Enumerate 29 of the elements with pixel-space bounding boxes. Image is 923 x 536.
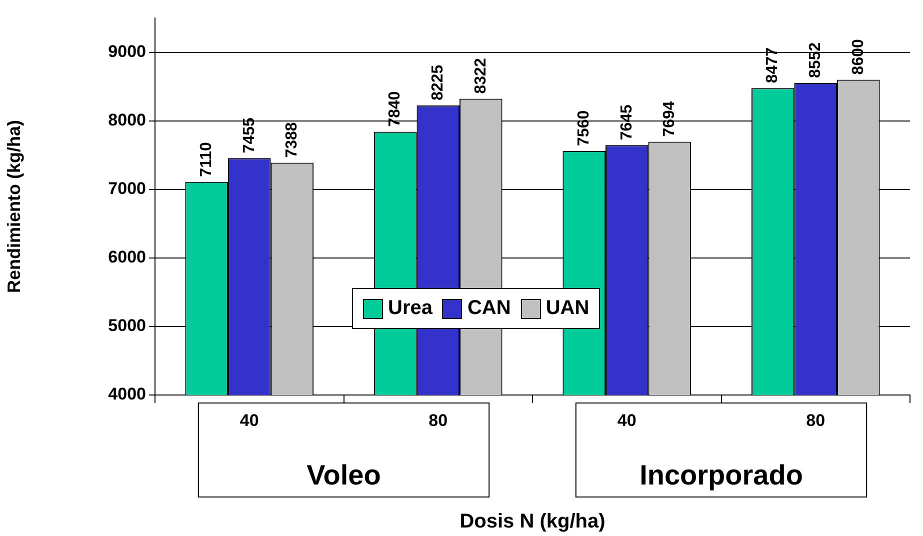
data-label: 7455 (240, 117, 258, 154)
text: Incorporado (640, 460, 803, 491)
data-label: 7645 (618, 104, 636, 140)
legend-label: UAN (544, 297, 590, 320)
text: Voleo (306, 460, 381, 491)
data-label: 7110 (198, 142, 215, 177)
data-label: 8552 (807, 42, 824, 78)
x-axis-title: Dosis N (kg/ha) (460, 510, 606, 533)
y-axis-title: Rendimiento (kg/ha) (4, 120, 24, 294)
y-tick-label: 4000 (108, 384, 146, 404)
data-label: 7388 (284, 122, 301, 158)
y-tick-label: 6000 (108, 248, 146, 267)
x-tick-label: 40 (240, 410, 259, 430)
y-tick-label: 7000 (108, 179, 146, 198)
y-tick-label: 5000 (108, 316, 146, 336)
y-tick-label: 9000 (108, 42, 146, 61)
data-label: 8600 (850, 38, 867, 75)
x-tick-label: 80 (428, 410, 448, 430)
x-tick-label: 40 (617, 410, 636, 430)
data-label: 7560 (576, 110, 592, 146)
data-label: 7840 (386, 91, 404, 127)
y-tick-label: 8000 (108, 110, 146, 130)
x-tick-label: 80 (806, 410, 826, 430)
data-label: 8225 (430, 64, 447, 100)
legend-label: CAN (466, 297, 511, 320)
data-label: 8322 (472, 58, 490, 94)
data-label: 7694 (661, 101, 678, 137)
legend-label: Urea (387, 297, 432, 320)
data-label: 8477 (764, 47, 782, 84)
